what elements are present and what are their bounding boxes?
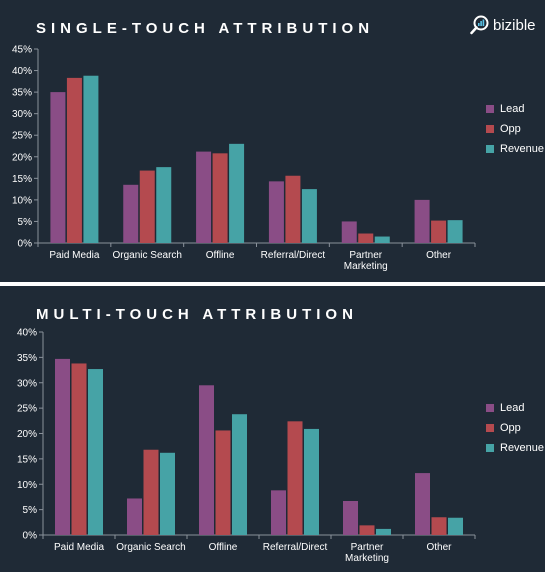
chart-legend: Lead Opp Revenue [486,398,544,458]
y-tick-label: 0% [18,239,33,250]
bar-revenue [376,528,391,535]
legend-label: Opp [500,422,521,434]
legend-swatch [486,404,494,412]
bar-opp [212,153,228,243]
x-tick-label: Marketing [344,261,388,272]
bar-lead [414,199,430,243]
legend-swatch [486,105,494,113]
logo-text: bizible [493,16,536,34]
bar-revenue [232,414,247,535]
chart-title: MULTI-TOUCH ATTRIBUTION [36,306,358,323]
x-tick-label: Marketing [345,553,389,564]
bar-lead [268,181,284,243]
legend-label: Lead [500,103,525,115]
legend-label: Revenue [500,442,545,454]
y-tick-label: 25% [17,404,37,415]
bar-lead [196,151,212,243]
bar-revenue [83,75,99,244]
bar-revenue [160,452,175,535]
y-tick-label: 20% [17,429,37,440]
x-tick-label: Paid Media [54,542,104,553]
x-tick-label: Offline [206,250,235,261]
y-tick-label: 40% [17,328,37,339]
y-tick-label: 30% [17,378,37,389]
x-tick-label: Referral/Direct [263,542,328,553]
bar-opp [71,363,87,535]
magnifier-logo-icon [470,15,489,35]
y-tick-label: 25% [12,131,32,142]
bar-lead [123,184,139,243]
x-tick-label: Other [426,250,452,261]
y-tick-label: 20% [12,152,32,163]
x-tick-label: Other [426,542,452,553]
legend-label: Lead [500,402,525,414]
y-tick-label: 15% [12,174,32,185]
bar-revenue [301,189,317,243]
y-tick-label: 35% [17,353,37,364]
y-tick-label: 30% [12,109,32,120]
bar-lead [55,358,70,535]
bar-opp [139,170,155,243]
bar-lead [50,92,66,243]
bar-opp [358,233,374,243]
x-tick-label: Paid Media [49,250,99,261]
chart-legend: Lead Opp Revenue [486,99,544,159]
legend-item: Lead [486,99,544,119]
legend-label: Revenue [500,143,545,155]
x-tick-label: Organic Search [116,542,185,553]
y-tick-label: 40% [12,66,32,77]
x-tick-label: Partner [351,542,384,553]
bar-opp [359,525,375,535]
legend-item: Opp [486,119,544,139]
y-tick-label: 5% [23,505,38,516]
bar-lead [199,385,214,535]
single-touch-chart: 0% 5% 10% 15% 20% 25% 30% 35% 40% 45% Paid Media Or… [12,45,476,272]
x-tick-label: Offline [209,542,238,553]
legend-item: Revenue [486,438,544,458]
bar-revenue [156,167,172,243]
bar-opp [287,421,303,535]
bar-lead [341,221,357,243]
legend-swatch [486,444,494,452]
y-tick-label: 0% [23,531,38,542]
bar-opp [215,430,231,535]
y-tick-label: 15% [17,454,37,465]
bar-revenue [447,220,463,243]
y-tick-label: 5% [18,217,33,228]
y-tick-label: 45% [12,45,32,56]
x-tick-label: Partner [349,250,382,261]
bar-lead [343,500,358,535]
bar-revenue [448,517,463,535]
bar-revenue [88,369,103,535]
logo: bizible [470,14,536,36]
y-tick-label: 10% [12,195,32,206]
bar-revenue [374,236,390,243]
y-tick-label: 35% [12,88,32,99]
bar-opp [143,449,159,535]
multi-touch-chart: 0% 5% 10% 15% 20% 25% 30% 35% 40% Paid Media Organ… [17,328,476,564]
bar-lead [271,490,286,535]
chart-title: SINGLE-TOUCH ATTRIBUTION [36,20,375,37]
y-tick-label: 10% [17,480,37,491]
x-tick-label: Referral/Direct [261,250,326,261]
legend-swatch [486,125,494,133]
legend-item: Revenue [486,139,544,159]
bar-lead [127,498,142,535]
bar-lead [415,473,430,535]
legend-item: Opp [486,418,544,438]
legend-item: Lead [486,398,544,418]
single-touch-panel: SINGLE-TOUCH ATTRIBUTION bizible 0% 5% 10%… [0,0,545,282]
multi-touch-panel: MULTI-TOUCH ATTRIBUTION 0% 5% 10% 15% 20% 25%… [0,286,545,572]
legend-swatch [486,145,494,153]
bar-opp [66,77,82,243]
bar-opp [285,175,301,243]
bar-revenue [304,428,319,535]
bar-revenue [229,143,245,243]
bar-opp [431,517,447,535]
legend-swatch [486,424,494,432]
legend-label: Opp [500,123,521,135]
bar-opp [431,220,447,243]
x-tick-label: Organic Search [113,250,182,261]
